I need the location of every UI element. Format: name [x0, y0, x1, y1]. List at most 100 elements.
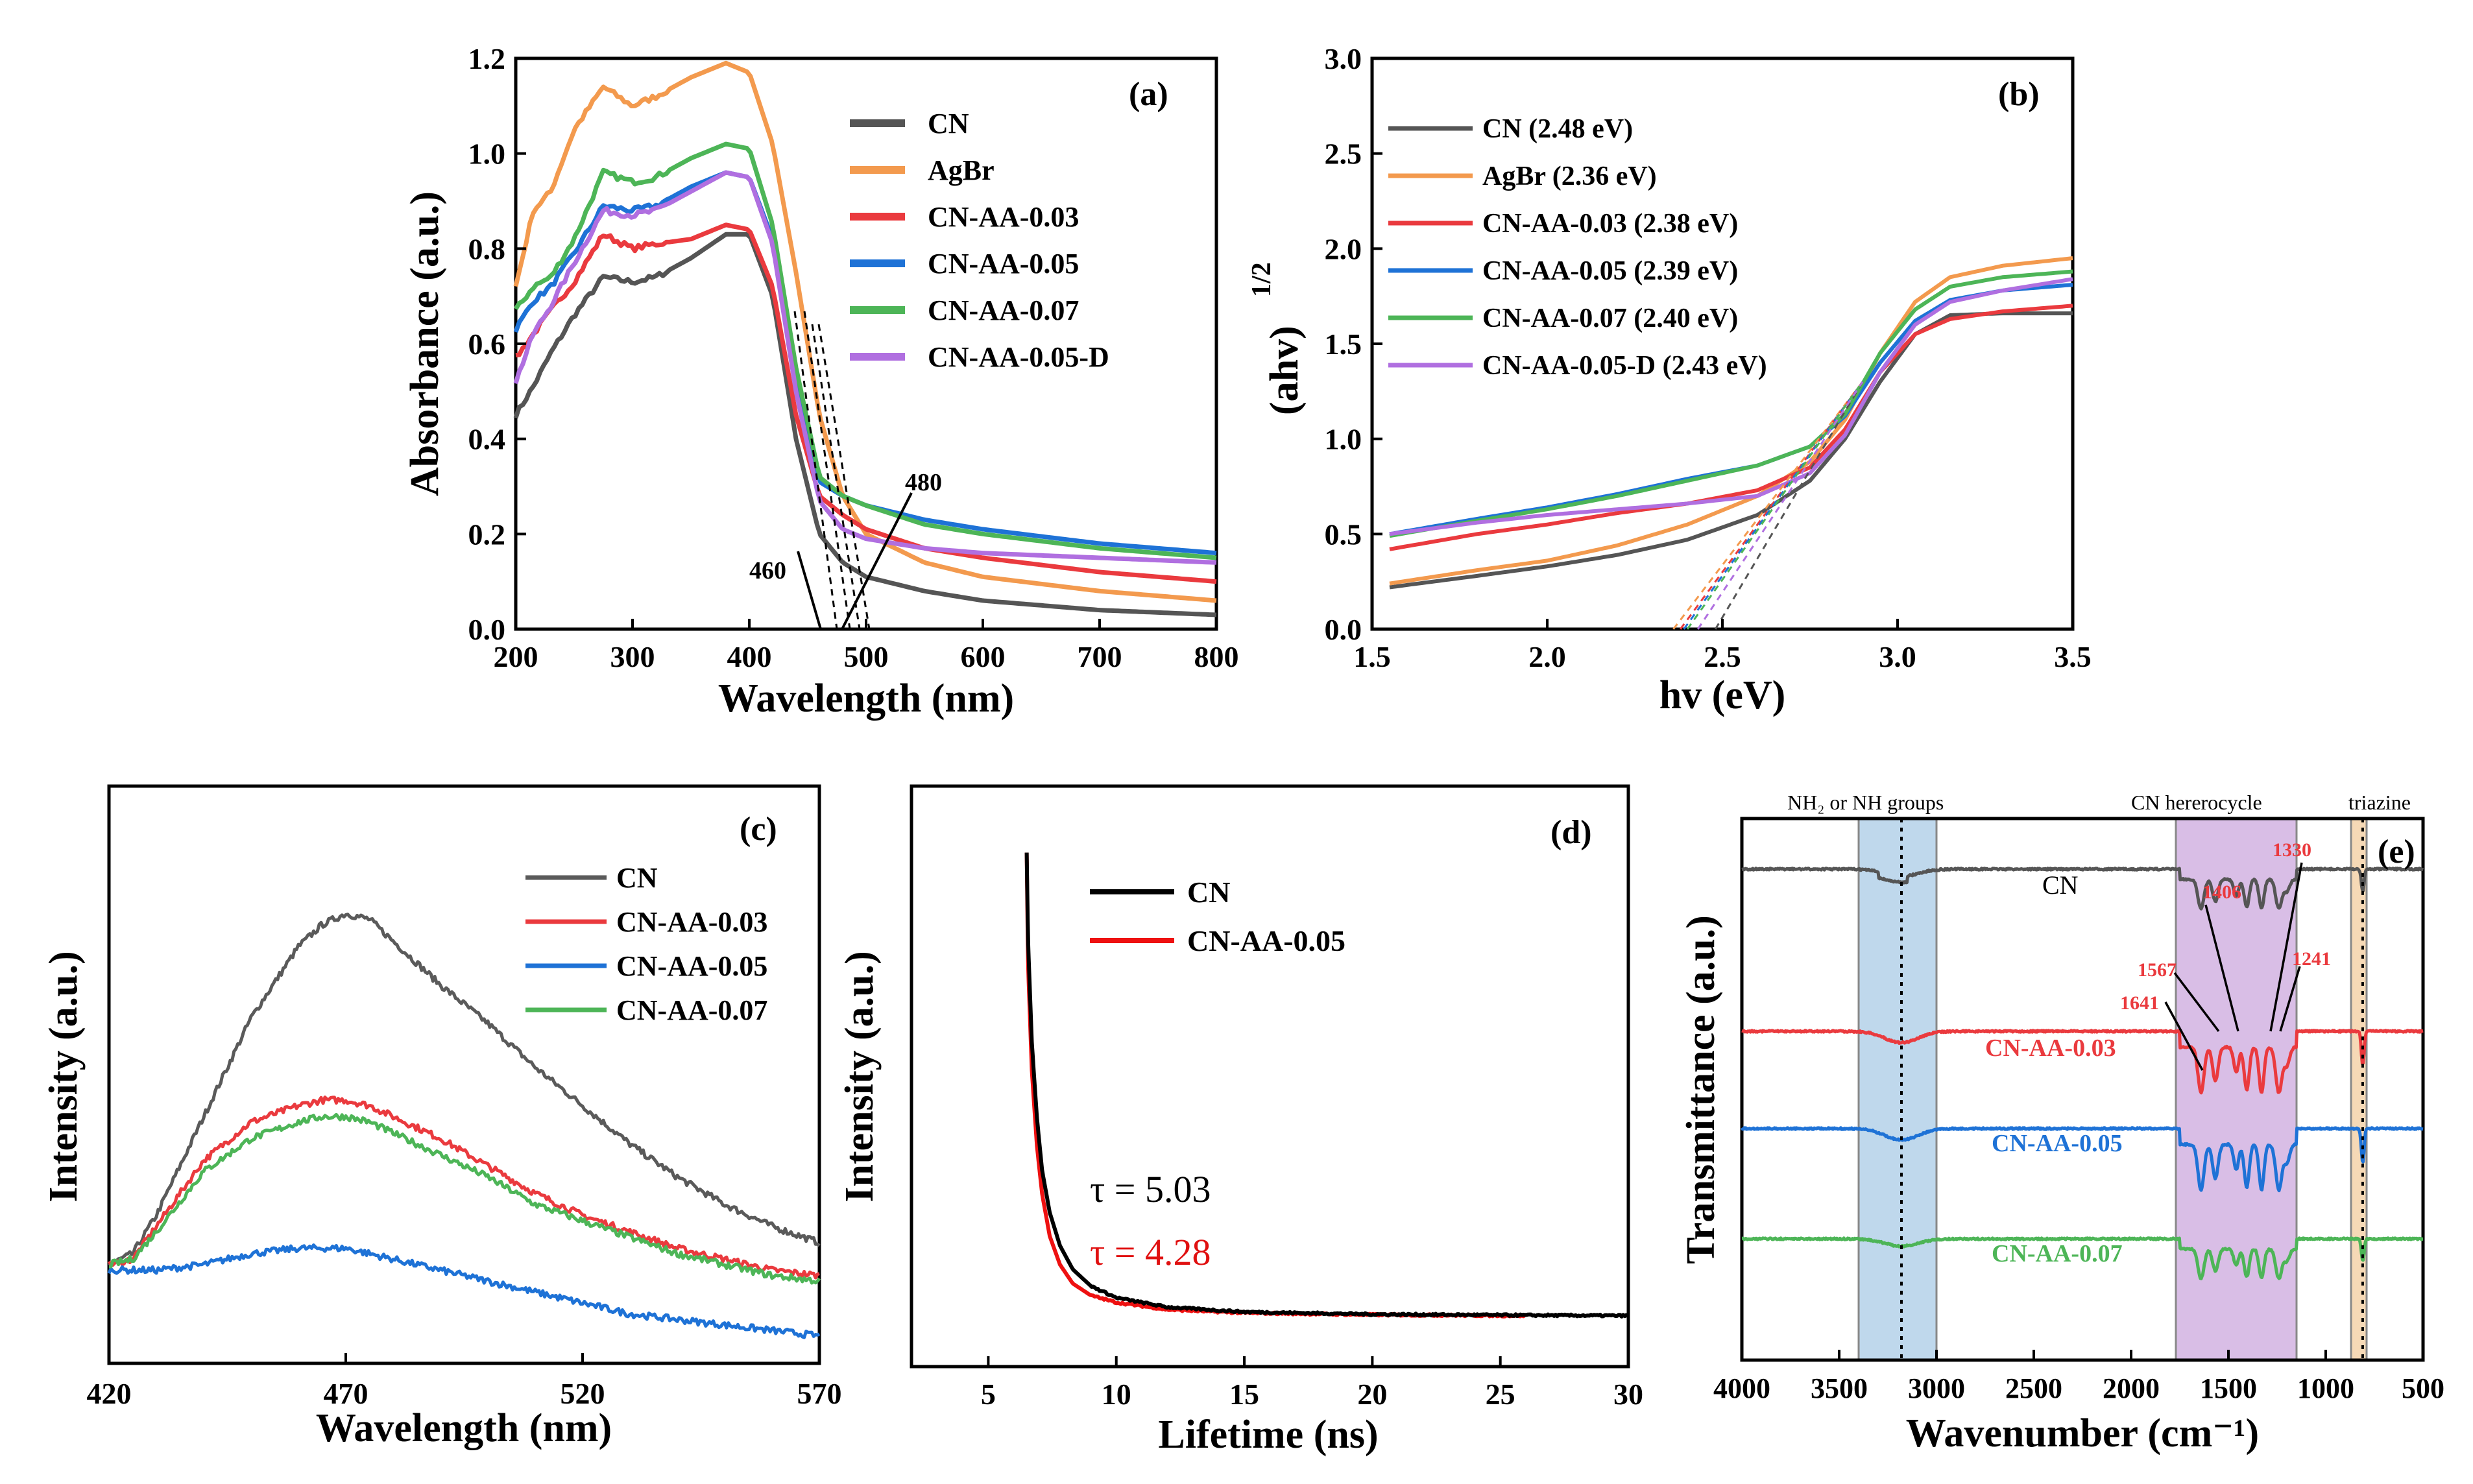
- panel-e-peak-1330: 1330: [2273, 839, 2311, 861]
- panel-b-legend-label: CN-AA-0.05-D (2.43 eV): [1482, 351, 1767, 381]
- panel-b-line-agbr: [1389, 256, 2073, 586]
- panel-a-arrows: [797, 492, 913, 630]
- panel-b-extrap-cn-aa-0.03: [1679, 381, 1864, 630]
- panel-a-xtick-label: 700: [1078, 640, 1122, 673]
- panel-a-tangent-lines: [793, 311, 871, 630]
- panel-b-xlabel: hv (eV): [1659, 673, 1786, 717]
- panel-c-ylabel: Intensity (a.u.): [42, 951, 86, 1203]
- panel-d-ylabel: Intensity (a.u.): [838, 951, 882, 1203]
- panel-a-legend-label: CN-AA-0.07: [928, 294, 1079, 326]
- panel-e-line-cn: [1741, 867, 2424, 911]
- panel-a-xtick-label: 500: [844, 640, 889, 673]
- panel-d-xtick-label: 20: [1357, 1378, 1387, 1411]
- panel-d-label: (d): [1550, 814, 1592, 851]
- panel-a-line-cn-aa-0.03: [515, 222, 1217, 584]
- panel-b-extrap-agbr: [1672, 381, 1864, 630]
- panel-b-extrapolation-lines: [1672, 381, 1864, 630]
- panel-a-annotation-460: 460: [749, 557, 786, 584]
- panel-e-band-rect: [2350, 817, 2368, 1361]
- panel-e-ylabel: Transmittance (a.u.): [1679, 915, 1723, 1264]
- panel-c-line-cn-aa-0.07: [108, 1112, 821, 1285]
- panel-b-line-cn-aa-0.05-d: [1389, 277, 2073, 536]
- panel-b-ytick-label: 2.5: [1325, 138, 1362, 171]
- panel-d-legend: CN CN-AA-0.05: [1090, 876, 1345, 957]
- panel-b-ylabel-group: (ahv) 1/2: [1247, 262, 1307, 415]
- panel-a-line-cn-aa-0.07: [514, 141, 1217, 560]
- panel-b-extrap-cn-aa-0.07: [1686, 381, 1864, 630]
- panel-e-frame: [1740, 817, 2425, 1362]
- panel-a-xtick-label: 400: [727, 640, 772, 673]
- panel-c-x-ticks: 420 470 520 570: [87, 1353, 842, 1410]
- panel-e-xtick-label: 1500: [2200, 1372, 2257, 1404]
- panel-a-x-ticks: 200 300 400 500 600 700 800: [494, 619, 1239, 673]
- panel-c-legend-label: CN-AA-0.03: [616, 906, 767, 938]
- panel-a-xlabel: Wavelength (nm): [718, 676, 1014, 721]
- panel-b-extrap-cn-aa-0.05: [1683, 381, 1864, 630]
- panel-a-ytick-label: 1.2: [468, 42, 506, 75]
- panel-b-label: (b): [1998, 76, 2040, 113]
- panel-b-ytick-label: 1.0: [1325, 423, 1362, 456]
- panel-e-peak-1406: 1406: [2202, 881, 2241, 903]
- panel-c-series: [107, 913, 821, 1339]
- panel-a-series: [513, 60, 1217, 617]
- panel-c-xtick-label: 570: [797, 1377, 842, 1410]
- panel-a-xtick-label: 200: [494, 640, 538, 673]
- panel-c-xtick-label: 420: [87, 1377, 132, 1410]
- panel-e-line-cn-aa-0.05: [1740, 1126, 2424, 1193]
- panel-d-series: [1024, 852, 1629, 1319]
- panel-b-extrap-cn: [1714, 381, 1864, 630]
- panel-c: 420 470 520 570 Wavelength (nm) Intensity (…: [42, 784, 842, 1450]
- panel-c-line-cn: [108, 913, 821, 1267]
- panel-e-peak-1641: 1641: [2120, 992, 2159, 1014]
- panel-a-legend-label: CN: [928, 108, 969, 139]
- panel-b-ytick-label: 2.0: [1325, 232, 1362, 265]
- panel-b-legend-label: AgBr (2.36 eV): [1482, 162, 1657, 191]
- panel-d-xtick-label: 25: [1486, 1378, 1515, 1411]
- panel-b-legend-label: CN-AA-0.03 (2.38 eV): [1482, 209, 1738, 239]
- panel-d-tau-cn: τ = 5.03: [1090, 1168, 1211, 1210]
- panel-c-xlabel: Wavelength (nm): [316, 1406, 612, 1450]
- panel-e-peak-arrows: [2164, 862, 2303, 1071]
- panel-c-legend-label: CN-AA-0.07: [616, 994, 767, 1026]
- panel-e-xtick-label: 3000: [1908, 1372, 1965, 1404]
- panel-a-legend-label: CN-AA-0.05-D: [928, 341, 1109, 373]
- panel-e-label: (e): [2378, 833, 2415, 870]
- panel-a-ytick-label: 0.6: [468, 328, 506, 361]
- panel-e-series: [1740, 867, 2424, 1280]
- panel-a-xtick-label: 800: [1194, 640, 1239, 673]
- panel-a-xtick-label: 600: [961, 640, 1006, 673]
- panel-e-xlabel: Wavenumber (cm⁻¹): [1906, 1411, 2259, 1455]
- panel-c-xtick-label: 470: [324, 1377, 368, 1410]
- panel-e-curve-label-cn: CN: [2042, 870, 2079, 900]
- panel-a-ytick-label: 0.2: [468, 518, 506, 551]
- panel-d-tau-aa: τ = 4.28: [1090, 1231, 1211, 1273]
- panel-d-xtick-label: 10: [1102, 1378, 1131, 1411]
- panel-b-line-cn-aa-0.07: [1389, 269, 2073, 538]
- panel-b-line-cn-aa-0.03: [1389, 304, 2073, 551]
- panel-b-ytick-label: 0.0: [1325, 613, 1362, 646]
- panel-b-legend-label: CN-AA-0.07 (2.40 eV): [1482, 304, 1738, 333]
- panel-d-xtick-label: 30: [1613, 1378, 1643, 1411]
- panel-d-legend-label: CN-AA-0.05: [1187, 924, 1345, 957]
- panel-c-xtick-label: 520: [561, 1377, 605, 1410]
- panel-e-xtick-label: 2000: [2103, 1372, 2160, 1404]
- panel-b-ylabel: (ahv): [1262, 326, 1307, 415]
- panel-b-legend-label: CN-AA-0.05 (2.39 eV): [1482, 256, 1738, 286]
- panel-e-bands: [1857, 817, 2368, 1361]
- panel-e-xtick-label: 1000: [2297, 1372, 2354, 1404]
- panel-a-line-agbr: [513, 60, 1217, 603]
- panel-d-legend-label: CN: [1187, 876, 1230, 909]
- panel-e-line-cn-aa-0.07: [1741, 1236, 2424, 1280]
- panel-c-line-cn-aa-0.05: [107, 1243, 821, 1339]
- panel-b-line-cn: [1389, 311, 2073, 590]
- panel-a-label: (a): [1129, 76, 1168, 113]
- panel-a-legend-label: AgBr: [928, 154, 995, 186]
- panel-e-xtick-label: 4000: [1713, 1372, 1770, 1404]
- panel-a-ylabel: Absorbance (a.u.): [403, 191, 447, 496]
- panel-e: 4000 3500 3000 2500 2000 1500 1000 500 Wavenumb…: [1679, 791, 2444, 1455]
- panel-e-xtick-label: 500: [2402, 1372, 2444, 1404]
- panel-b-legend-label: CN (2.48 eV): [1482, 114, 1633, 144]
- panel-a-line-cn-aa-0.05-d: [513, 170, 1217, 565]
- panel-b-xtick-label: 2.5: [1704, 640, 1741, 673]
